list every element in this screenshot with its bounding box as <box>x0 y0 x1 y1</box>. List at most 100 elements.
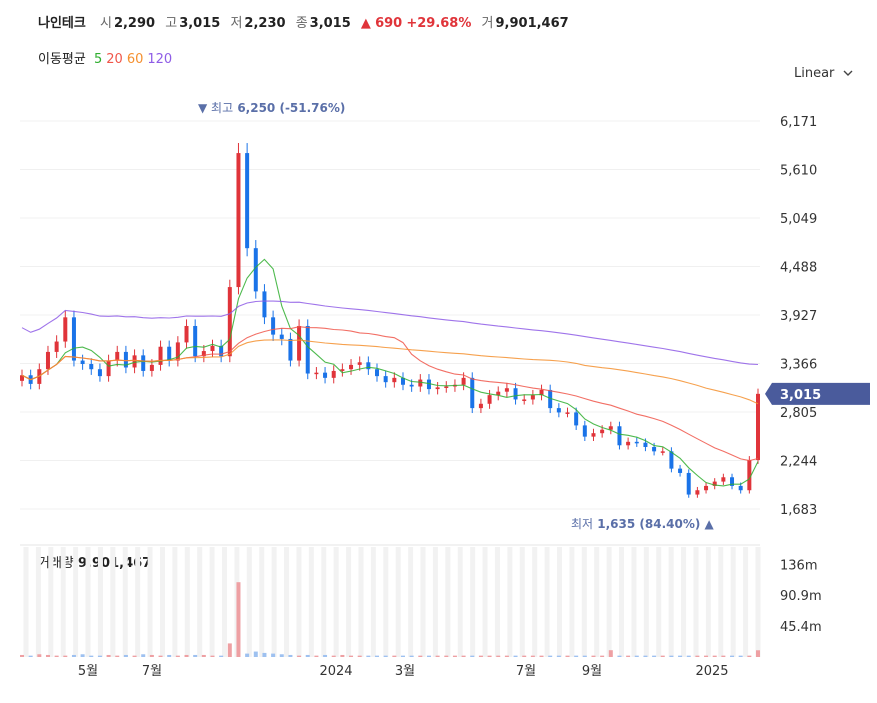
volume-bar <box>539 655 544 657</box>
candle-body <box>539 389 544 396</box>
volume-bar <box>669 655 674 657</box>
candle-body <box>747 459 752 491</box>
candle-body <box>608 426 613 430</box>
candle-body <box>730 477 735 486</box>
candle-body <box>123 351 128 368</box>
volume-bar <box>123 654 128 657</box>
volume-bar <box>97 655 102 657</box>
x-axis-label: 2024 <box>319 664 352 679</box>
ma-legend-item: 5 <box>93 52 103 67</box>
volume-bar <box>608 650 613 657</box>
candle-body <box>478 403 483 409</box>
price-tick-label: 6,171 <box>780 115 817 130</box>
candle-body <box>487 395 492 404</box>
candle-body <box>175 342 180 361</box>
volume-bar <box>20 654 24 657</box>
volume-tick-label: 90.9m <box>780 589 822 604</box>
volume-bar <box>366 655 371 657</box>
candle-body <box>574 412 579 426</box>
volume-bar <box>167 654 172 657</box>
candle-body <box>522 399 527 401</box>
candle-body <box>530 395 535 400</box>
volume-bar <box>730 655 735 657</box>
candle-body <box>63 317 68 342</box>
candle-body <box>652 447 657 452</box>
volume-bar <box>71 654 76 657</box>
open-value: 2,290 <box>113 16 156 31</box>
candle-body <box>349 364 354 370</box>
candle-body <box>357 362 362 365</box>
change-pct: +29.68% <box>406 16 472 31</box>
stock-name: 나인테크 <box>38 16 86 31</box>
low-annotation-part: 최저 <box>571 517 593 531</box>
volume-bar <box>626 655 631 657</box>
volume-bar <box>504 655 509 657</box>
candle-body <box>634 441 639 444</box>
candle-body <box>504 388 509 392</box>
price-tick-label: 2,244 <box>780 455 817 470</box>
ma120-line <box>21 300 759 366</box>
candle-body <box>366 362 371 370</box>
candle-body <box>756 393 760 460</box>
volume-bar <box>158 655 163 657</box>
candle-body <box>323 372 328 378</box>
change-arrow-icon: ▲ <box>360 16 371 31</box>
candle-body <box>71 317 76 361</box>
volume-bar <box>470 655 475 657</box>
volume-bar <box>288 654 293 657</box>
candle-body <box>435 387 440 390</box>
candle-body <box>167 346 172 361</box>
volume-bar <box>375 655 380 657</box>
candle-body <box>669 451 674 469</box>
price-tick-label: 3,366 <box>780 358 817 373</box>
candle-body <box>89 364 94 370</box>
volume-bar <box>236 582 241 657</box>
candle-body <box>721 477 726 482</box>
candle-body <box>253 248 258 292</box>
candle-body <box>132 355 137 368</box>
candle-body <box>686 472 691 495</box>
volume-bar <box>149 654 154 657</box>
candle-body <box>409 384 414 387</box>
volume-bar <box>45 654 50 657</box>
candle-body <box>591 433 596 437</box>
volume-bar <box>600 655 605 657</box>
volume-bar <box>565 655 570 657</box>
candle-body <box>738 485 743 491</box>
candle-body <box>193 325 198 357</box>
candle-body <box>288 338 293 361</box>
volume-bar <box>556 655 561 657</box>
volume-bar <box>210 655 215 657</box>
volume-bar <box>383 655 388 657</box>
volume-bar <box>392 655 397 657</box>
price-tick-label: 1,683 <box>780 503 817 518</box>
volume-bar <box>574 655 579 657</box>
x-axis-label: 7월 <box>516 664 536 679</box>
close-value: 3,015 <box>309 16 351 31</box>
chevron-down-icon <box>843 70 853 76</box>
volume-bar <box>201 654 206 657</box>
candle-body <box>20 375 24 381</box>
price-tick-label: 4,488 <box>780 261 817 276</box>
volume-bar <box>331 655 336 657</box>
candle-body <box>704 485 709 491</box>
candle-body <box>617 426 622 446</box>
volume-bar <box>245 653 250 657</box>
scale-selector[interactable]: Linear <box>794 66 853 81</box>
volume-bar <box>704 655 709 657</box>
candle-body <box>201 351 206 357</box>
close-label: 종 <box>295 16 308 31</box>
candle-body <box>556 408 561 413</box>
volume-bar <box>323 654 328 657</box>
candle-body <box>426 379 431 390</box>
candle-body <box>565 412 570 414</box>
candle-body <box>149 364 154 371</box>
volume-bar <box>132 655 137 657</box>
volume-bar <box>89 655 94 657</box>
candle-body <box>158 346 163 365</box>
candle-body <box>219 345 224 357</box>
volume-bar <box>227 643 232 657</box>
change-value: 690 <box>375 16 403 31</box>
volume-bar <box>297 655 302 657</box>
